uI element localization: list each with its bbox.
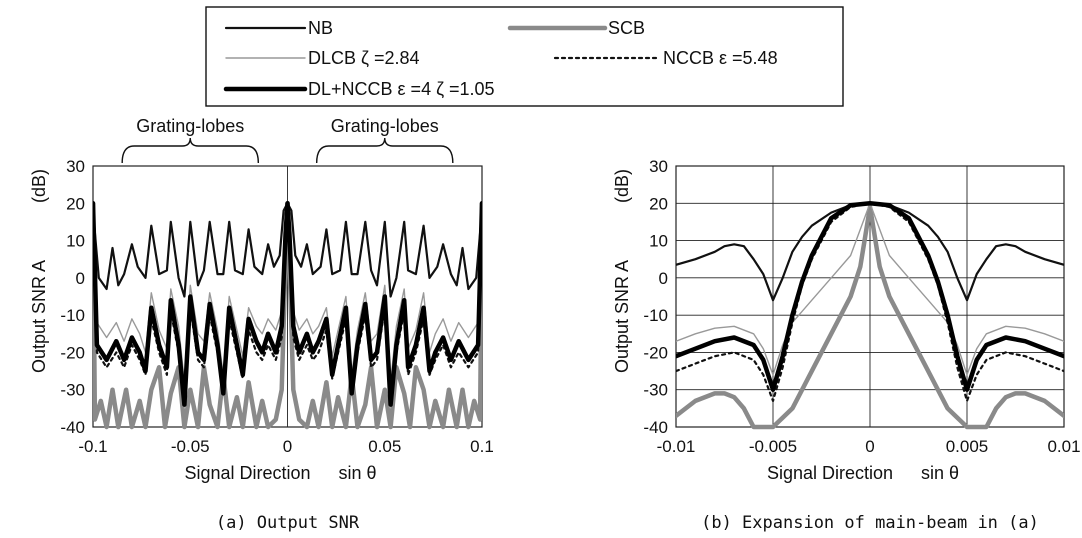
series-line-scb: [676, 204, 1064, 430]
panel-caption: (b) Expansion of main-beam in (a): [701, 513, 1039, 533]
series-line-dlnccb: [93, 201, 482, 407]
x-tick-label: -0.01: [657, 437, 696, 456]
y-tick-label: 0: [76, 269, 85, 288]
x-tick-label: 0: [283, 437, 292, 456]
y-axis-unit: (dB): [612, 169, 632, 203]
x-tick-label: -0.05: [171, 437, 210, 456]
y-tick-label: 0: [659, 269, 668, 288]
y-tick-label: 30: [649, 157, 668, 176]
y-tick-label: 30: [66, 157, 85, 176]
legend-label-dlnccb: DL+NCCB ε =4 ζ =1.05: [308, 79, 495, 99]
x-axis-label: Signal Direction: [767, 463, 893, 483]
y-tick-label: -10: [643, 306, 668, 325]
x-axis-label: Signal Direction: [184, 463, 310, 483]
legend-label-scb: SCB: [608, 18, 645, 38]
grating-lobes-brace: [315, 137, 454, 164]
x-axis-unit: sin θ: [338, 463, 376, 483]
series-line-dlnccb: [676, 201, 1064, 392]
y-axis-unit: (dB): [29, 169, 49, 203]
x-tick-label: -0.005: [749, 437, 797, 456]
x-tick-label: 0.1: [470, 437, 494, 456]
y-tick-label: -40: [60, 418, 85, 437]
y-tick-label: -30: [60, 381, 85, 400]
y-tick-label: 10: [649, 232, 668, 251]
y-axis-label: Output SNR A: [29, 260, 49, 373]
series-line-nccb: [676, 202, 1064, 402]
panel-caption: (a) Output SNR: [216, 513, 360, 533]
y-tick-label: -20: [643, 343, 668, 362]
x-tick-label: 0: [865, 437, 874, 456]
legend-label-dlcb: DLCB ζ =2.84: [308, 48, 420, 68]
x-tick-label: -0.1: [78, 437, 107, 456]
x-tick-label: 0.005: [946, 437, 989, 456]
y-tick-label: -40: [643, 418, 668, 437]
y-tick-label: 20: [649, 194, 668, 213]
grating-lobes-label: Grating-lobes: [136, 116, 244, 136]
legend-label-nccb: NCCB ε =5.48: [663, 48, 778, 68]
x-axis-unit: sin θ: [921, 463, 959, 483]
grating-lobes-label: Grating-lobes: [331, 116, 439, 136]
y-tick-label: 20: [66, 194, 85, 213]
y-tick-label: 10: [66, 232, 85, 251]
chart-panel-a: 30 20 10 0 -10 -20 -30 -40-0.1 -0.05 0 0.05 0.1 Sign…: [29, 116, 494, 533]
legend-label-nb: NB: [308, 18, 333, 38]
x-tick-label: 0.05: [368, 437, 401, 456]
legend: NB SCB DLCB ζ =2.84 NCCB ε =5.48 DL+NCCB ε =…: [205, 6, 844, 107]
y-tick-label: -10: [60, 306, 85, 325]
chart-panel-b: 30 20 10 0 -10 -20 -30 -40-0.01 -0.005 0 0.005 0.01…: [612, 157, 1081, 533]
grating-lobes-brace: [121, 137, 260, 164]
x-tick-label: 0.01: [1047, 437, 1080, 456]
legend-frame: [205, 6, 844, 107]
y-tick-label: -20: [60, 343, 85, 362]
y-tick-label: -30: [643, 381, 668, 400]
y-axis-label: Output SNR A: [612, 260, 632, 373]
